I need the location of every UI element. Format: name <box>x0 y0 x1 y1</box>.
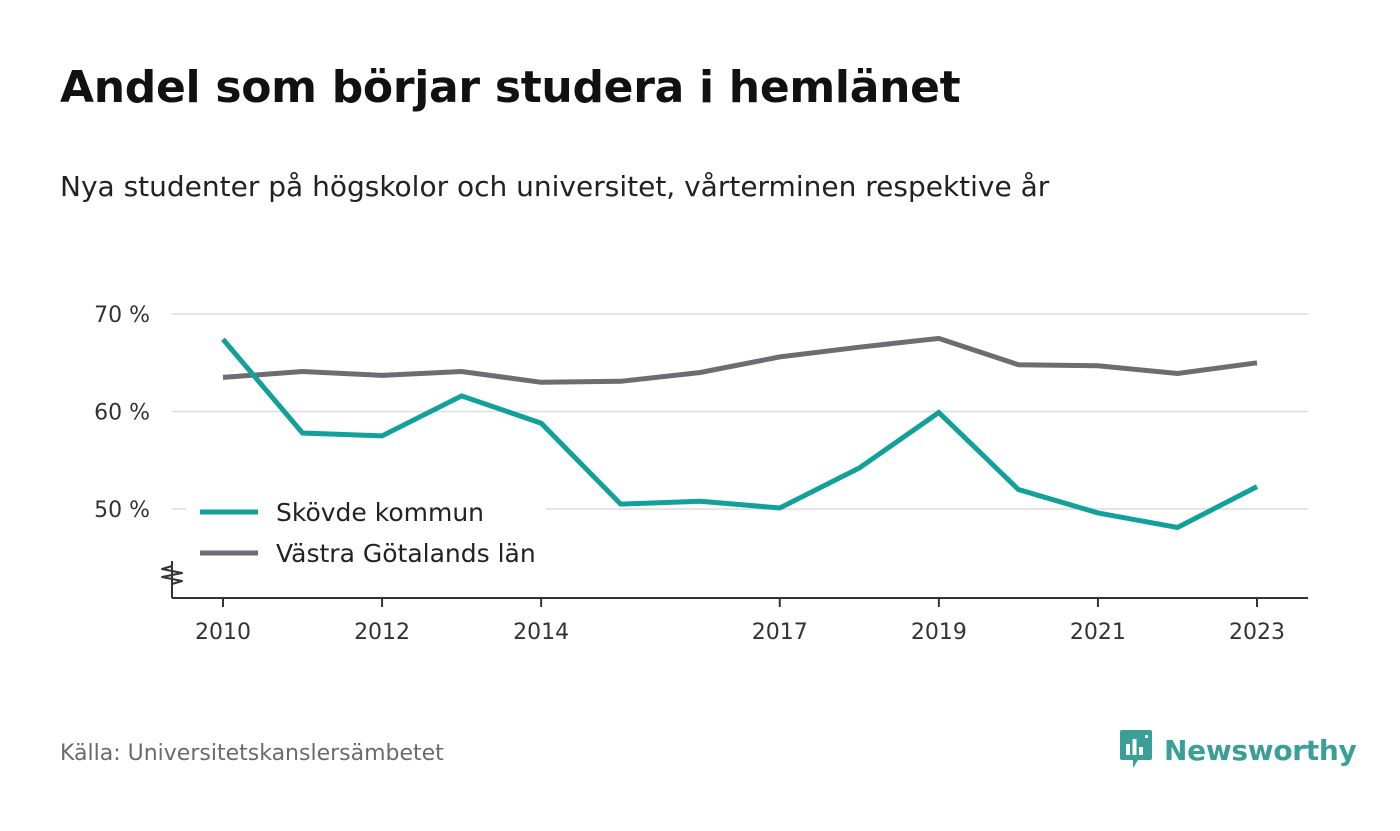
series-line-vastra-gotalands-lan <box>222 335 1258 385</box>
series-line-skovde-kommun <box>221 337 1259 531</box>
y-tick-label: 50 % <box>94 498 150 523</box>
legend-label: Skövde kommun <box>276 498 484 527</box>
newsworthy-logo-icon <box>1120 730 1152 768</box>
legend-background <box>186 490 546 578</box>
x-tick-label: 2023 <box>1229 620 1285 645</box>
x-tick-label: 2010 <box>195 620 251 645</box>
x-tick-label: 2012 <box>354 620 410 645</box>
axis-break-icon <box>161 565 183 585</box>
chart-subtitle: Nya studenter på högskolor och universit… <box>60 170 1050 203</box>
axes: 50 % 60 % 70 % 2010 2012 2014 2017 2019 2021 2023 <box>94 303 1308 645</box>
brand-name: Newsworthy <box>1164 733 1357 767</box>
chart-title: Andel som börjar studera i hemlänet <box>60 62 961 113</box>
source-note: Källa: Universitetskanslersämbetet <box>60 741 444 766</box>
x-tick-label: 2017 <box>752 620 808 645</box>
brand-logo[interactable]: Newsworthy <box>1118 728 1357 772</box>
y-tick-label: 60 % <box>94 401 150 426</box>
series-lines <box>221 335 1259 531</box>
line-chart: 50 % 60 % 70 % 2010 2012 2014 2017 2019 2021 2023… <box>94 303 1308 645</box>
legend-label: Västra Götalands län <box>276 539 536 568</box>
legend: Skövde kommun Västra Götalands län <box>186 490 546 578</box>
x-tick-label: 2019 <box>911 620 967 645</box>
x-tick-label: 2014 <box>513 620 569 645</box>
x-tick-label: 2021 <box>1070 620 1126 645</box>
grid-lines <box>172 313 1308 510</box>
y-tick-label: 70 % <box>94 303 150 328</box>
